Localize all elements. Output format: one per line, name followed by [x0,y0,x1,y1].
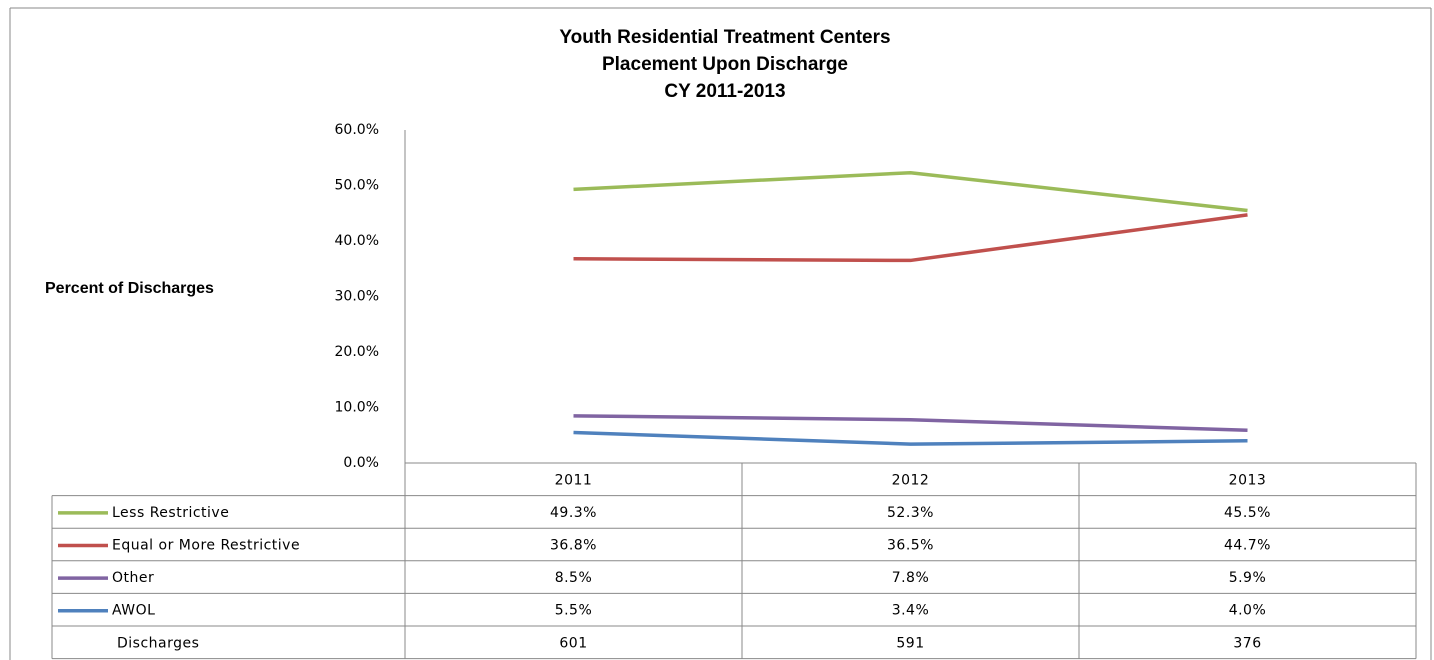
y-tick-label: 50.0% [335,178,379,194]
x-tick-label: 2012 [892,472,930,488]
y-tick-label: 40.0% [335,233,379,249]
data-label: 4.0% [1229,603,1267,619]
chart-title: Placement Upon Discharge [602,54,848,75]
data-label: 44.7% [1224,538,1271,554]
data-label: 8.5% [555,570,593,586]
data-label: 45.5% [1224,505,1271,521]
table-value: 601 [559,635,587,651]
series-line [573,170,1248,213]
series-line [573,213,1248,263]
data-label: 7.8% [892,570,930,586]
y-tick-label: 60.0% [335,122,379,138]
y-tick-label: 10.0% [335,400,379,416]
data-label: 52.3% [887,505,934,521]
table-value: 591 [896,635,924,651]
legend-label: Less Restrictive [112,505,229,521]
chart-title: Youth Residential Treatment Centers [559,27,890,48]
y-tick-label: 20.0% [335,344,379,360]
data-label: 5.5% [555,603,593,619]
data-label: 36.8% [550,538,597,554]
data-label: 3.4% [892,603,930,619]
chart-title: CY 2011-2013 [664,81,785,102]
row-label: Discharges [117,635,199,651]
series-line [573,414,1248,433]
y-axis-label: Percent of Discharges [45,280,214,297]
table-value: 376 [1233,635,1261,651]
x-tick-label: 2011 [555,472,593,488]
legend-label: AWOL [112,603,155,619]
legend-label: Other [112,570,154,586]
data-label: 49.3% [550,505,597,521]
x-tick-label: 2013 [1229,472,1267,488]
y-tick-label: 0.0% [343,455,379,471]
legend-label: Equal or More Restrictive [112,538,300,554]
y-tick-label: 30.0% [335,289,379,305]
data-label: 5.9% [1229,570,1267,586]
series-line [573,430,1248,446]
data-label: 36.5% [887,538,934,554]
